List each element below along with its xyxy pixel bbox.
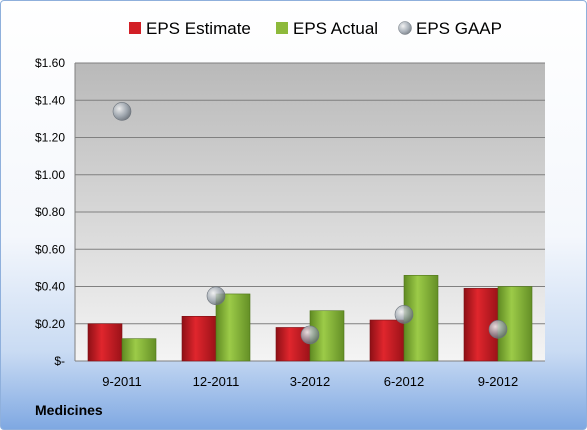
x-axis-labels: 9-2011 12-2011 3-2012 6-2012 9-2012 xyxy=(102,374,518,389)
legend-label: EPS Actual xyxy=(293,19,378,38)
legend-label: EPS GAAP xyxy=(416,19,502,38)
bar-eps-estimate xyxy=(87,323,123,362)
point-eps-gaap xyxy=(206,286,226,306)
bar-eps-actual xyxy=(121,338,157,362)
y-tick-label: $0.20 xyxy=(35,317,65,331)
gaap-markers xyxy=(112,102,508,345)
legend-swatch xyxy=(276,22,288,34)
y-axis-ticks: $- $0.20 $0.40 $0.60 $0.80 $1.00 $1.20 $1.40 $1.… xyxy=(35,56,65,368)
y-tick-label: $0.60 xyxy=(35,242,65,256)
y-tick-label: $1.40 xyxy=(35,93,65,107)
point-eps-gaap xyxy=(300,325,320,345)
point-eps-gaap xyxy=(394,305,414,324)
x-tick-label: 9-2012 xyxy=(478,374,518,389)
y-tick-label: $1.00 xyxy=(35,168,65,182)
y-tick-label: $- xyxy=(54,354,65,368)
y-tick-label: $1.60 xyxy=(35,56,65,70)
bar-eps-actual xyxy=(215,293,251,362)
x-tick-label: 3-2012 xyxy=(290,374,330,389)
x-tick-label: 9-2011 xyxy=(102,374,142,389)
legend: EPS Estimate EPS Actual EPS GAAP xyxy=(129,19,502,38)
y-tick-label: $0.40 xyxy=(35,280,65,294)
company-name: Medicines xyxy=(35,402,103,418)
point-eps-gaap xyxy=(112,102,132,121)
x-tick-label: 12-2011 xyxy=(193,374,240,389)
legend-label: EPS Estimate xyxy=(146,19,251,38)
bar-eps-estimate xyxy=(463,288,499,362)
bar-eps-estimate xyxy=(369,319,405,362)
legend-swatch xyxy=(129,22,141,34)
y-tick-label: $0.80 xyxy=(35,205,65,219)
bar-eps-estimate xyxy=(181,315,217,362)
bars xyxy=(87,275,533,362)
y-tick-label: $1.20 xyxy=(35,131,65,145)
legend-swatch xyxy=(398,21,412,35)
bar-eps-actual xyxy=(403,275,439,362)
point-eps-gaap xyxy=(488,320,508,339)
x-tick-label: 6-2012 xyxy=(384,374,424,389)
